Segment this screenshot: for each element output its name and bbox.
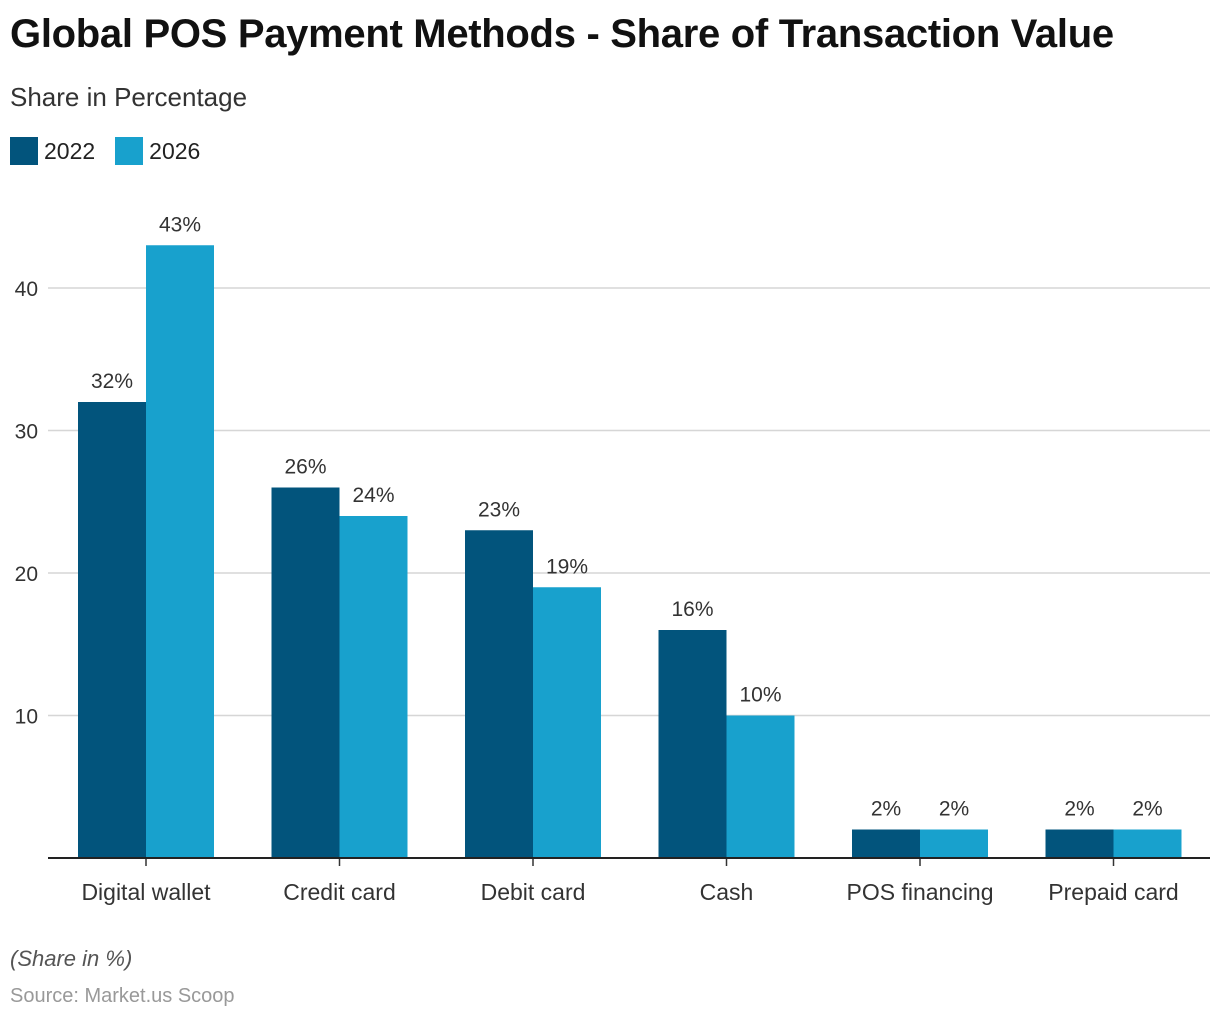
x-tick-label: Credit card: [283, 879, 395, 905]
x-tick-label: POS financing: [846, 879, 993, 905]
bar-2026: [146, 245, 214, 858]
bar-2026: [339, 516, 408, 858]
data-label: 2%: [1064, 798, 1094, 821]
bar-2026: [920, 829, 988, 858]
legend-item-2022: 2022: [10, 137, 95, 165]
footnote: (Share in %): [10, 946, 133, 971]
data-label: 16%: [671, 598, 713, 621]
legend-label: 2022: [44, 137, 96, 164]
data-label: 32%: [91, 370, 133, 393]
bar-2022: [852, 829, 920, 858]
legend-swatch-2026: [115, 137, 144, 165]
data-label: 2%: [1132, 798, 1162, 821]
data-label: 23%: [478, 498, 520, 521]
y-tick-label: 20: [15, 563, 38, 586]
x-tick-label: Prepaid card: [1048, 879, 1178, 905]
legend-label: 2026: [149, 137, 201, 164]
x-tick-label: Cash: [700, 879, 754, 905]
data-label: 2%: [871, 798, 901, 821]
bar-2022: [1045, 829, 1114, 858]
legend-swatch-2022: [10, 137, 38, 165]
data-label: 2%: [939, 798, 969, 821]
y-tick-label: 10: [15, 706, 38, 729]
x-tick-label: Digital wallet: [81, 879, 211, 905]
bar-2026: [1113, 829, 1182, 858]
bar-2022: [271, 487, 340, 858]
data-label: 19%: [546, 555, 588, 578]
bar-2026: [726, 715, 795, 858]
data-label: 26%: [284, 456, 326, 479]
legend: 2022 2026: [10, 137, 200, 165]
y-tick-label: 30: [15, 421, 38, 444]
bar-2022: [658, 630, 727, 858]
data-label: 10%: [739, 684, 781, 707]
source-text: Source: Market.us Scoop: [10, 985, 235, 1007]
bar-2022: [78, 402, 146, 858]
bar-2026: [533, 587, 601, 858]
y-tick-label: 40: [15, 278, 38, 301]
bar-2022: [465, 530, 533, 858]
chart-title: Global POS Payment Methods - Share of Tr…: [10, 12, 1114, 56]
data-label: 43%: [159, 213, 201, 236]
data-label: 24%: [352, 484, 394, 507]
legend-item-2026: 2026: [115, 137, 200, 165]
chart-subtitle: Share in Percentage: [10, 82, 248, 112]
x-tick-label: Debit card: [481, 879, 586, 905]
